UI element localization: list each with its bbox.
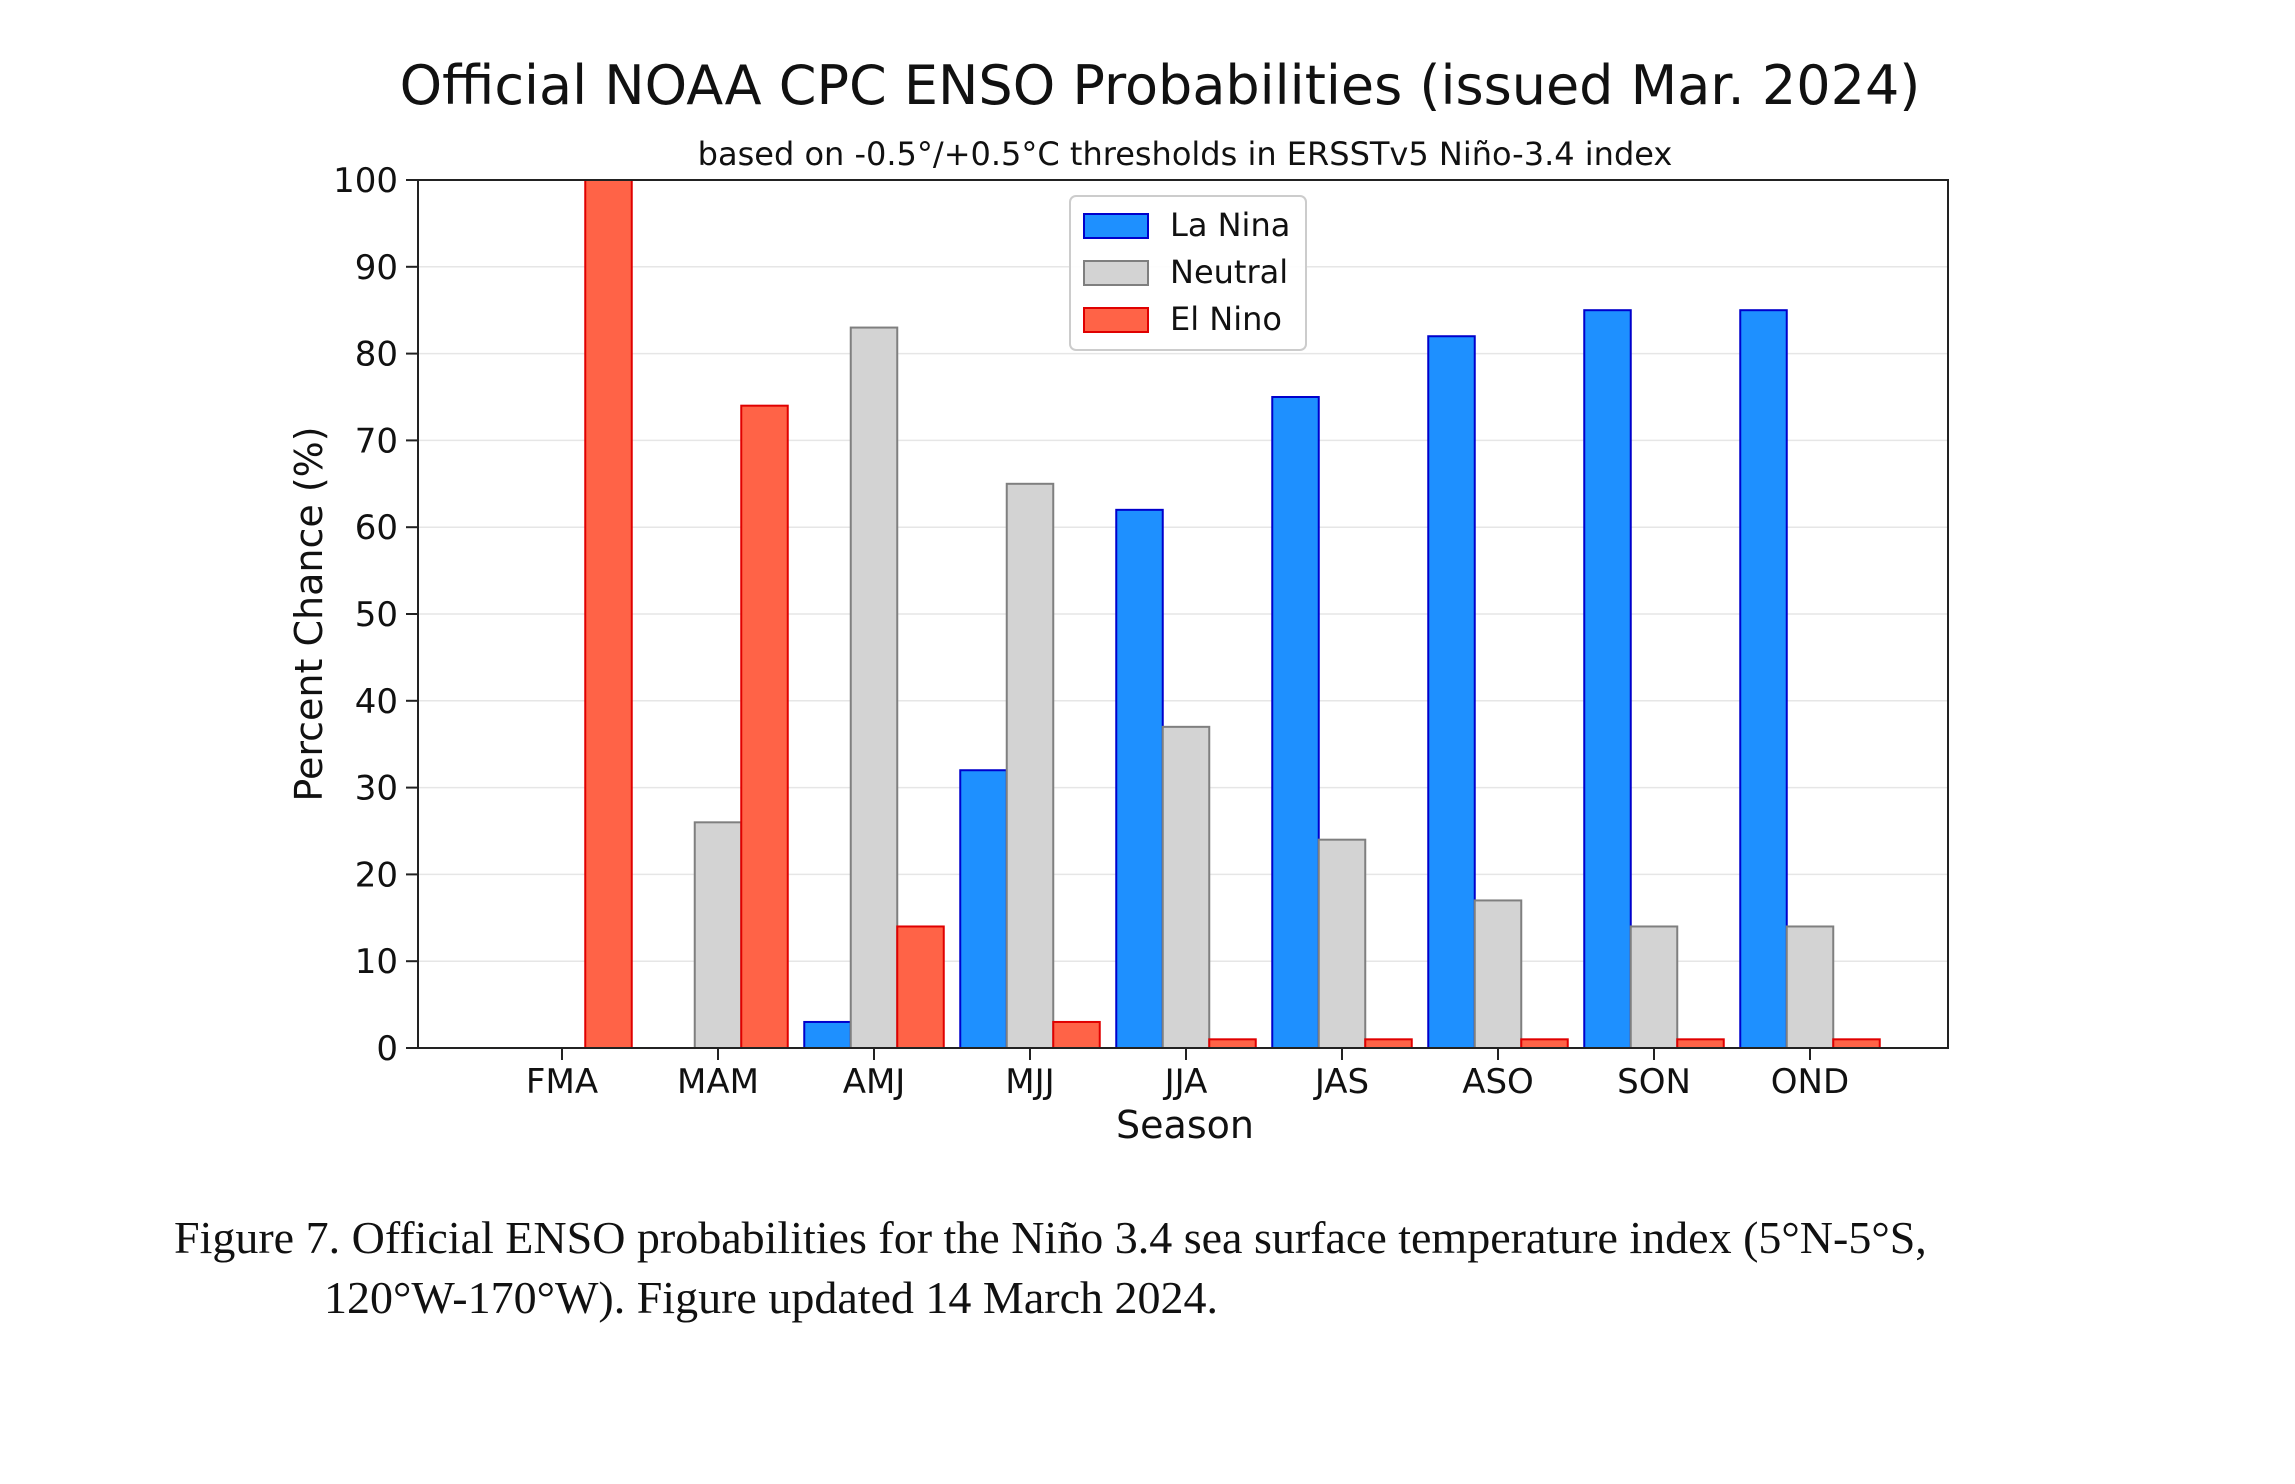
y-tick-label: 60: [355, 508, 398, 548]
bar-la-nina-amj: [803, 1020, 852, 1050]
x-tick-label: JAS: [1313, 1062, 1369, 1102]
x-axis: FMA MAM AMJ MJJ JJA JAS ASO SON OND: [526, 1048, 1849, 1102]
caption-line-2: 120°W-170°W). Figure updated 14 March 20…: [324, 1272, 1218, 1323]
bar-el-nino-ond: [1832, 1038, 1881, 1049]
bar-neutral-jas: [1317, 838, 1367, 1049]
y-tick-label: 30: [355, 769, 398, 809]
y-tick-label: 70: [355, 421, 398, 461]
bar-el-nino-jas: [1364, 1038, 1413, 1049]
caption-line-1: Figure 7. Official ENSO probabilities fo…: [174, 1212, 1927, 1263]
legend-label: El Nino: [1170, 300, 1282, 338]
bar-neutral-aso: [1473, 899, 1523, 1049]
x-tick-label: ASO: [1462, 1062, 1534, 1102]
legend-swatch: [1083, 213, 1149, 239]
x-tick-label: AMJ: [843, 1062, 906, 1102]
y-axis: 0 10 20 30 40 50 60 70 80 90 100: [333, 161, 418, 1069]
bar-la-nina-son: [1583, 309, 1632, 1049]
y-tick-label: 90: [355, 248, 398, 288]
y-tick-label: 100: [333, 161, 398, 201]
legend-swatch: [1083, 307, 1149, 333]
bar-el-nino-mjj: [1052, 1020, 1101, 1050]
y-tick-label: 10: [355, 942, 398, 982]
x-tick-label: FMA: [526, 1062, 598, 1102]
bar-neutral-amj: [849, 326, 899, 1049]
bar-neutral-mjj: [1005, 482, 1055, 1049]
legend-label: La Nina: [1170, 206, 1290, 244]
bar-la-nina-ond: [1739, 309, 1788, 1049]
bar-la-nina-jas: [1271, 396, 1320, 1049]
x-tick-label: MJJ: [1005, 1062, 1054, 1102]
bars: [491, 179, 1881, 1050]
bar-el-nino-aso: [1520, 1038, 1569, 1049]
bar-neutral-ond: [1785, 925, 1835, 1049]
bar-neutral-jja: [1161, 725, 1211, 1050]
figure-caption: Figure 7. Official ENSO probabilities fo…: [174, 1208, 2174, 1328]
bar-la-nina-aso: [1427, 335, 1476, 1049]
x-tick-label: OND: [1771, 1062, 1849, 1102]
x-axis-label: Season: [1116, 1103, 1254, 1147]
bar-el-nino-amj: [896, 925, 945, 1049]
chart-subtitle: based on -0.5°/+0.5°C thresholds in ERSS…: [698, 135, 1673, 173]
y-tick-label: 20: [355, 855, 398, 895]
bar-la-nina-mjj: [959, 769, 1008, 1049]
bar-el-nino-mam: [740, 404, 789, 1049]
bar-neutral-mam: [693, 821, 743, 1049]
bar-el-nino-fma: [584, 179, 633, 1049]
y-tick-label: 50: [355, 595, 398, 635]
x-tick-label: JJA: [1163, 1062, 1208, 1102]
legend: La Nina Neutral El Nino: [1069, 195, 1307, 351]
x-tick-label: SON: [1617, 1062, 1691, 1102]
bar-neutral-son: [1629, 925, 1679, 1049]
y-tick-label: 80: [355, 335, 398, 375]
y-axis-label: Percent Chance (%): [287, 426, 331, 801]
bar-la-nina-jja: [1115, 508, 1164, 1049]
y-tick-label: 40: [355, 682, 398, 722]
x-tick-label: MAM: [677, 1062, 759, 1102]
y-tick-label: 0: [376, 1029, 398, 1069]
bar-el-nino-jja: [1208, 1038, 1257, 1049]
chart-title: Official NOAA CPC ENSO Probabilities (is…: [400, 54, 1921, 117]
legend-label: Neutral: [1170, 253, 1288, 291]
bar-el-nino-son: [1676, 1038, 1725, 1049]
legend-swatch: [1083, 260, 1149, 286]
